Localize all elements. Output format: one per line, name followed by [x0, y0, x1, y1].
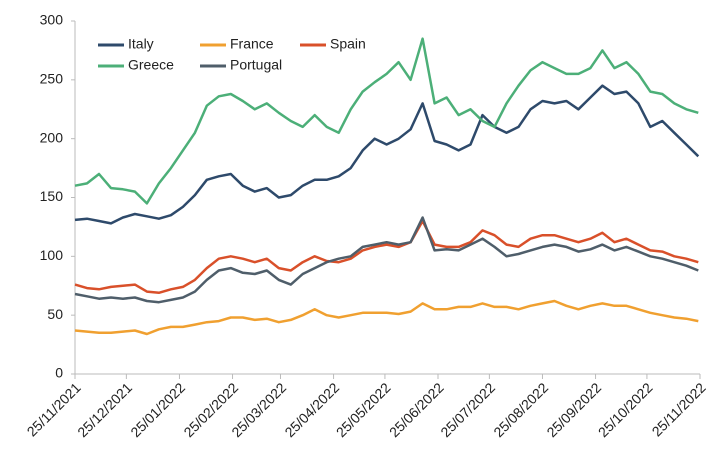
x-tick-label: 25/05/2022 — [333, 379, 394, 440]
series-line — [74, 37, 699, 205]
x-tick-label: 25/07/2022 — [437, 379, 498, 440]
series-line — [74, 216, 699, 304]
x-tick-label: 25/08/2022 — [490, 379, 551, 440]
series-line — [74, 299, 699, 336]
legend-label: France — [230, 36, 274, 52]
legend-label: Spain — [330, 36, 366, 52]
x-tick-label: 25/11/2022 — [649, 379, 706, 439]
series-line — [74, 219, 699, 295]
x-tick-label: 25/09/2022 — [543, 379, 604, 440]
legend-label: Portugal — [230, 57, 282, 73]
x-tick-label: 25/10/2022 — [595, 379, 656, 440]
y-tick-label: 150 — [40, 188, 64, 204]
y-tick-label: 250 — [40, 71, 64, 87]
x-tick-label: 25/04/2022 — [281, 379, 342, 440]
x-tick-label: 25/06/2022 — [386, 379, 447, 440]
legend-label: Italy — [128, 36, 154, 52]
series-line — [74, 84, 700, 225]
x-tick-label: 25/01/2022 — [127, 379, 188, 440]
y-tick-label: 300 — [40, 12, 64, 28]
x-tick-label: 25/12/2021 — [74, 379, 135, 440]
legend-label: Greece — [128, 57, 174, 73]
y-tick-label: 200 — [40, 129, 64, 145]
y-tick-label: 0 — [55, 365, 63, 381]
y-tick-label: 50 — [47, 306, 63, 322]
y-tick-label: 100 — [40, 247, 64, 263]
